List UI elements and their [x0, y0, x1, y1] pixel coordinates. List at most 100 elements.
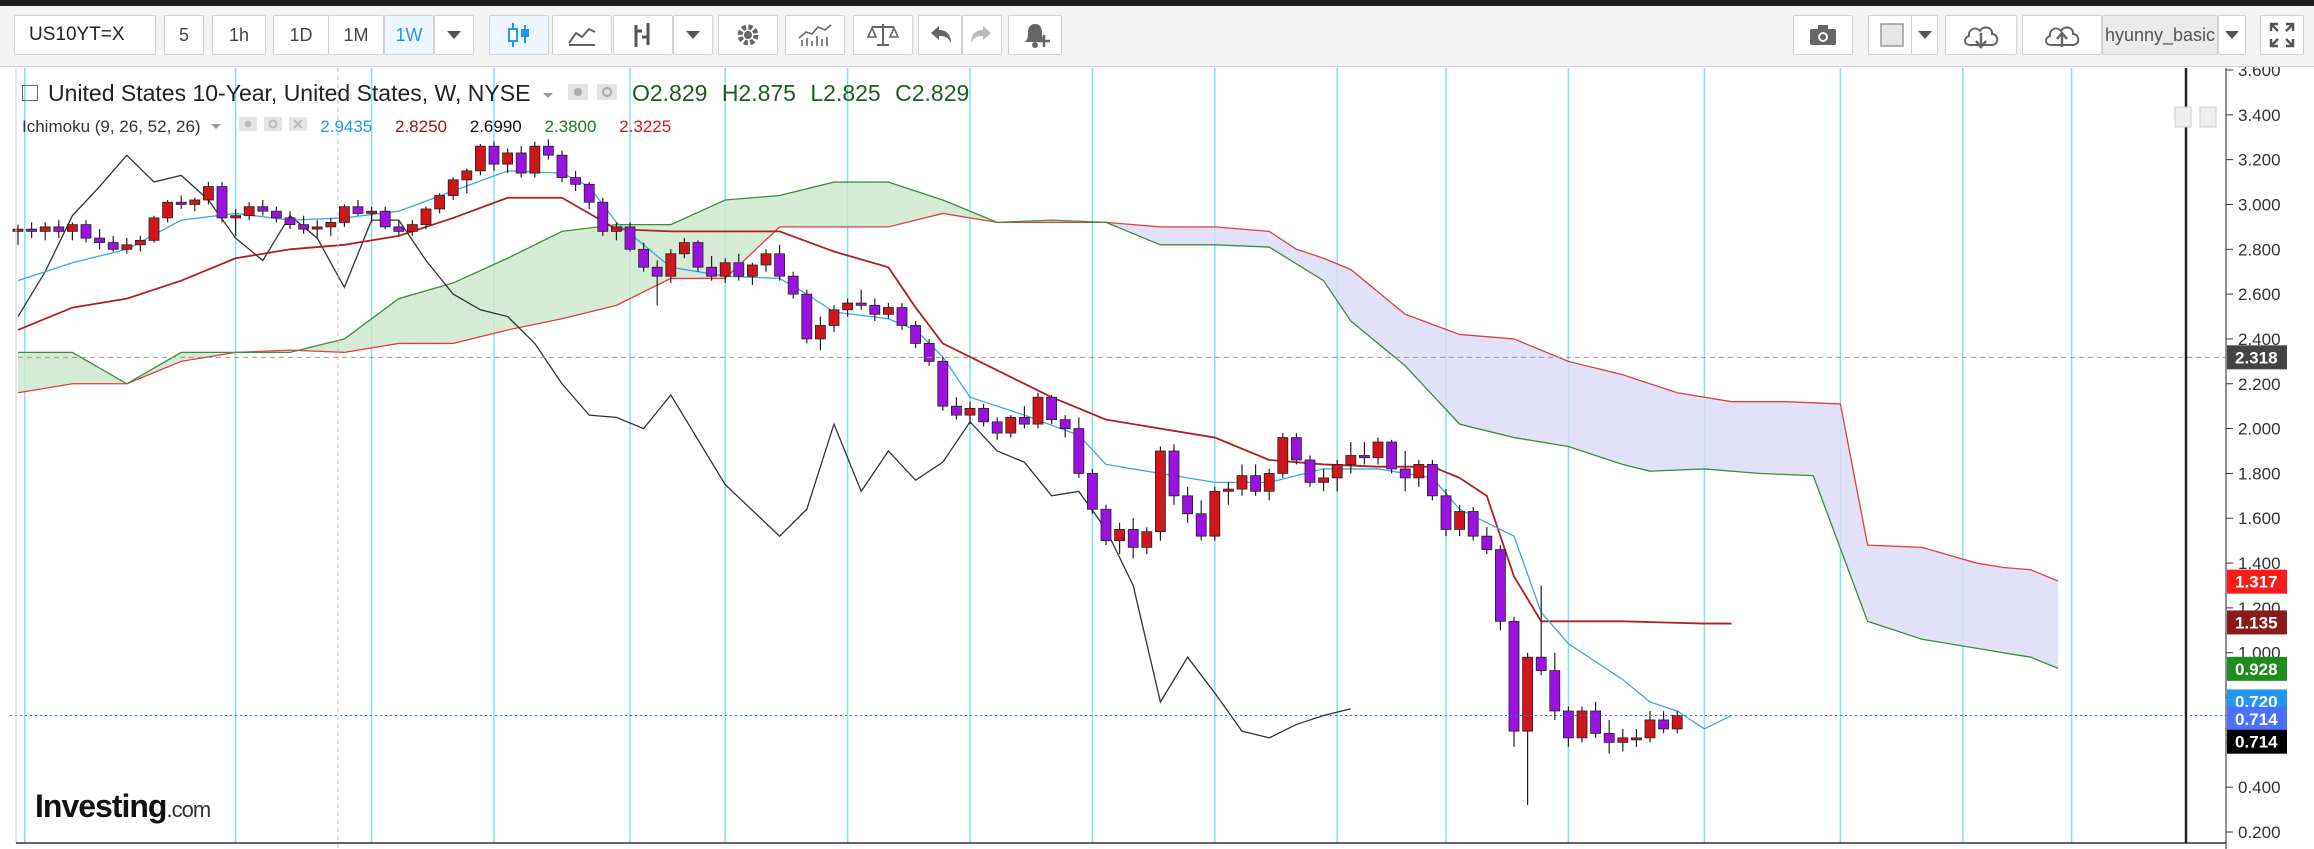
cloud-segment	[344, 328, 358, 353]
interval-1w-button[interactable]: 1W	[384, 15, 434, 55]
compare-icon	[867, 24, 899, 46]
alert-button[interactable]	[1008, 15, 1062, 55]
cloud-download-button[interactable]	[1945, 15, 2017, 55]
cloud-segment	[1350, 269, 1365, 333]
cloud-segment	[1214, 226, 1229, 246]
cloud-segment	[2003, 567, 2018, 655]
cloud-segment	[1459, 334, 1474, 428]
candle-body	[1644, 719, 1656, 739]
candle-body	[1277, 437, 1289, 474]
gear-icon[interactable]	[596, 83, 618, 101]
cloud-segment	[1826, 403, 1841, 549]
cloud-segment	[1187, 226, 1202, 245]
cloud-segment	[1514, 338, 1528, 440]
candle-body	[474, 145, 486, 172]
candle-body	[270, 210, 282, 219]
user-menu-button[interactable]: hyunny_basic	[2102, 15, 2218, 55]
cloud-segment	[1405, 314, 1419, 381]
interval-1h-button[interactable]: 1h	[212, 15, 266, 55]
eye-icon[interactable]	[238, 116, 258, 132]
candle-body	[583, 183, 595, 203]
chart-toolbar: US10YT=X 5 1h 1D 1M 1W hyunny_bas	[0, 6, 2314, 67]
investing-logo[interactable]: Investing.com	[35, 788, 211, 825]
price-badge	[2227, 569, 2287, 594]
cloud-segment	[1255, 230, 1270, 248]
candle-body	[1522, 656, 1533, 732]
span-b-value: 2.3225	[619, 117, 672, 136]
redo-button[interactable]	[962, 15, 1002, 55]
compare-button[interactable]	[853, 15, 913, 55]
price-badge-label: 1.135	[2235, 613, 2278, 632]
interval-1d-button[interactable]: 1D	[273, 15, 329, 55]
ichimoku-cloud	[18, 182, 2058, 669]
screenshot-button[interactable]	[1793, 15, 1853, 55]
indicators-button[interactable]	[613, 15, 673, 55]
candle-body	[189, 199, 201, 205]
cloud-segment	[1119, 223, 1134, 234]
cloud-segment	[1690, 394, 1705, 470]
symbol-input[interactable]: US10YT=X	[14, 15, 156, 55]
undo-button[interactable]	[918, 15, 962, 55]
cloud-segment	[1527, 344, 1542, 443]
axis-tick-label: 2.800	[2238, 240, 2281, 259]
axis-tick-label: 1.600	[2238, 509, 2281, 528]
collapse-icon[interactable]	[22, 84, 38, 101]
cloud-segment	[1922, 547, 1936, 642]
interval-dropdown-button[interactable]	[434, 15, 474, 55]
gear-icon[interactable]	[263, 116, 283, 132]
fullscreen-button[interactable]	[2260, 15, 2304, 55]
color-dropdown-button[interactable]	[1911, 15, 1938, 55]
eye-icon[interactable]	[567, 83, 589, 101]
cloud-segment	[548, 231, 562, 322]
candle-body	[148, 217, 160, 241]
cloud-segment	[915, 191, 930, 221]
cloud-segment	[793, 188, 807, 227]
cloud-segment	[521, 244, 535, 328]
candle-body	[1413, 464, 1425, 479]
senkou-span-a-line	[18, 181, 2059, 669]
cloud-upload-button[interactable]	[2022, 15, 2102, 55]
cloud-segment	[412, 290, 426, 344]
cloud-segment	[874, 182, 889, 227]
candle-body	[67, 224, 78, 232]
price-badge	[2227, 656, 2287, 681]
kijun-sen-line	[17, 196, 1732, 625]
candle-body	[1386, 441, 1397, 470]
candle-body	[1182, 495, 1193, 515]
cloud-segment	[1541, 350, 1555, 445]
chevron-down-icon[interactable]	[541, 91, 555, 101]
studies-button[interactable]	[785, 15, 845, 55]
chevron-down-icon[interactable]	[209, 122, 223, 132]
cloud-segment	[1976, 563, 1990, 651]
interval-1m-button[interactable]: 1M	[328, 15, 384, 55]
close-icon[interactable]	[288, 116, 308, 132]
line-chart-icon	[568, 27, 596, 46]
line-chart-button[interactable]	[552, 15, 612, 55]
candle-body	[1549, 670, 1561, 712]
candle-body	[1372, 441, 1384, 459]
color-box-button[interactable]	[1868, 15, 1916, 55]
axis-tick-label: 0.200	[2238, 823, 2281, 842]
candle-body	[651, 266, 663, 277]
candle-body	[80, 224, 92, 239]
chart-type-dropdown-button[interactable]	[673, 15, 713, 55]
cloud-segment	[1269, 231, 1283, 256]
interval-5-button[interactable]: 5	[164, 15, 204, 55]
cloud-segment	[1432, 324, 1446, 410]
candle-body	[719, 262, 731, 277]
cloud-segment	[806, 185, 821, 227]
indicator-name[interactable]: Ichimoku (9, 26, 52, 26)	[22, 117, 201, 136]
candle-body	[447, 179, 459, 196]
candle-body	[461, 170, 473, 181]
candle-body	[243, 206, 255, 217]
user-dropdown-button[interactable]	[2218, 15, 2246, 55]
candle-body	[311, 226, 323, 230]
candle-body	[1440, 495, 1452, 530]
price-chart[interactable]: 3.600 3.400 3.200 3.000 2.800 2.600 2.400 2.200…	[0, 67, 2314, 849]
candles-button[interactable]	[489, 15, 549, 55]
cloud-segment	[861, 182, 875, 227]
settings-button[interactable]	[718, 15, 778, 55]
price-badge-label: 2.318	[2235, 348, 2278, 367]
candle-body	[1631, 737, 1642, 741]
chevron-down-icon	[2225, 31, 2239, 39]
